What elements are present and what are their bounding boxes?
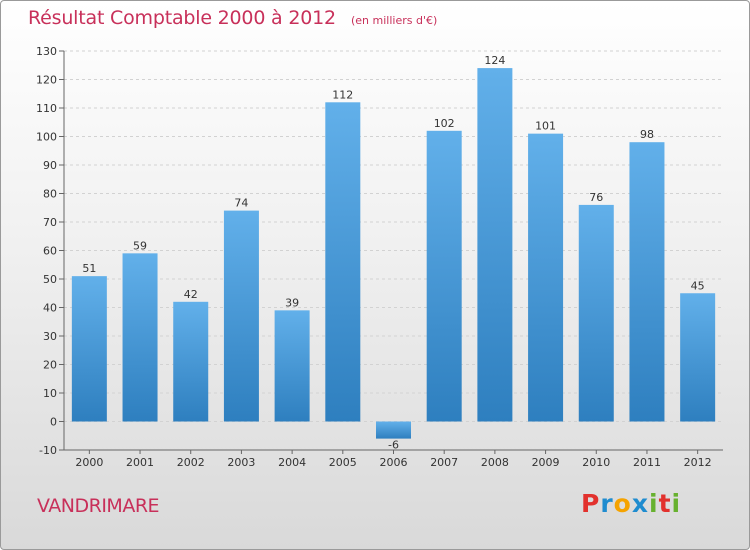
bar-2010 [578, 204, 614, 422]
y-tick-label: 40 [43, 302, 57, 315]
x-tick-label-2002: 2002 [177, 456, 205, 469]
value-label-2001: 59 [133, 239, 147, 252]
x-tick-label-2012: 2012 [684, 456, 712, 469]
logo-letter: i [671, 489, 682, 518]
bar-2001 [122, 253, 158, 422]
grid-lines [64, 50, 723, 451]
commune-name: VANDRIMARE [37, 495, 160, 517]
value-label-2009: 101 [535, 120, 556, 133]
value-label-2008: 124 [484, 54, 505, 67]
x-tick-label-2005: 2005 [329, 456, 357, 469]
value-labels: 51 59 42 74 39 112 -6 102 124 101 76 98 45 [82, 54, 704, 452]
value-label-2012: 45 [691, 279, 705, 292]
bar-2011 [629, 142, 665, 422]
bar-2004 [274, 310, 310, 422]
y-tick-label: 30 [43, 330, 57, 343]
value-label-2000: 51 [82, 262, 96, 275]
chart-title-block: Résultat Comptable 2000 à 2012 (en milli… [28, 7, 437, 29]
logo-letter: P [581, 489, 601, 518]
logo-letter: x [631, 489, 649, 518]
bar-2007 [426, 130, 462, 422]
x-tick-label-2004: 2004 [278, 456, 306, 469]
bars [71, 68, 716, 439]
bar-2012 [680, 293, 716, 422]
x-tick-label-2010: 2010 [582, 456, 610, 469]
logo-letter: o [613, 489, 632, 518]
value-label-2003: 74 [234, 197, 248, 210]
bar-2005 [325, 102, 361, 422]
y-tick-label: 90 [43, 159, 57, 172]
value-label-2011: 98 [640, 128, 654, 141]
chart-title: Résultat Comptable 2000 à 2012 [28, 7, 336, 29]
x-tick-label-2011: 2011 [633, 456, 661, 469]
axes: -10 0 10 20 30 40 50 60 70 80 90 100 110 120 130 2000 20… [36, 45, 723, 469]
bar-2000 [71, 276, 107, 422]
y-tick-label: 110 [36, 102, 57, 115]
y-tick-label: -10 [39, 444, 57, 457]
bar-2006 [376, 421, 411, 439]
y-tick-label: 50 [43, 273, 57, 286]
bar-2008 [477, 68, 513, 422]
logo-letter: i [649, 489, 659, 518]
bar-2003 [223, 210, 259, 422]
value-label-2006: -6 [388, 439, 399, 452]
proxiti-logo[interactable]: Proxiti [581, 489, 681, 518]
x-tick-label-2008: 2008 [481, 456, 509, 469]
value-label-2002: 42 [184, 288, 198, 301]
y-tick-label: 130 [36, 45, 57, 58]
value-label-2007: 102 [434, 117, 455, 130]
y-tick-label: 20 [43, 359, 57, 372]
bar-2009 [528, 133, 564, 422]
x-tick-label-2007: 2007 [430, 456, 458, 469]
x-tick-label-2003: 2003 [227, 456, 255, 469]
logo-letter: t [658, 489, 672, 518]
value-label-2004: 39 [285, 296, 299, 309]
y-tick-label: 60 [43, 245, 57, 258]
unit-note: (en milliers d'€) [350, 14, 438, 27]
y-tick-label: 0 [50, 416, 57, 429]
value-label-2005: 112 [332, 88, 353, 101]
value-label-2010: 76 [589, 191, 603, 204]
bar-2002 [173, 301, 209, 422]
y-tick-label: 80 [43, 188, 57, 201]
x-tick-label-2006: 2006 [380, 456, 408, 469]
logo-letter: r [600, 489, 614, 518]
y-tick-label: 70 [43, 216, 57, 229]
x-tick-label-2001: 2001 [126, 456, 154, 469]
y-tick-label: 100 [36, 131, 57, 144]
y-tick-label: 120 [36, 74, 57, 87]
x-tick-label-2009: 2009 [532, 456, 560, 469]
y-tick-label: 10 [43, 387, 57, 400]
x-tick-label-2000: 2000 [75, 456, 103, 469]
